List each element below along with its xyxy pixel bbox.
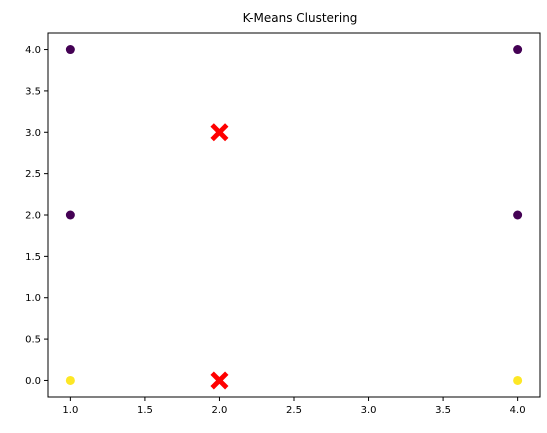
chart-title: K-Means Clustering bbox=[243, 11, 358, 25]
centroid-marker bbox=[210, 371, 229, 390]
data-point bbox=[513, 45, 523, 55]
data-point bbox=[513, 375, 523, 385]
x-tick-label: 3.0 bbox=[361, 405, 377, 416]
y-tick-label: 1.5 bbox=[25, 252, 41, 263]
data-marks bbox=[65, 45, 523, 390]
y-tick-label: 1.0 bbox=[25, 293, 41, 304]
axis-ticks: 1.0 1.5 2.0 2.5 3.0 3.5 4.0 0.0 0.5 1.0 1.5 2.0 2.5 3… bbox=[25, 45, 525, 416]
y-tick-label: 3.5 bbox=[25, 86, 41, 97]
x-tick-label: 1.5 bbox=[137, 405, 153, 416]
x-tick-label: 1.0 bbox=[62, 405, 78, 416]
x-tick-label: 3.5 bbox=[435, 405, 451, 416]
x-tick-label: 2.5 bbox=[286, 405, 302, 416]
data-point bbox=[65, 210, 75, 220]
data-point bbox=[65, 375, 75, 385]
y-tick-label: 3.0 bbox=[25, 128, 41, 139]
centroid-marker bbox=[210, 123, 229, 142]
y-tick-label: 4.0 bbox=[25, 45, 41, 56]
data-point bbox=[513, 210, 523, 220]
plot-frame bbox=[47, 32, 541, 398]
y-tick-label: 2.0 bbox=[25, 211, 41, 222]
y-tick-label: 2.5 bbox=[25, 169, 41, 180]
x-tick-label: 2.0 bbox=[212, 405, 228, 416]
data-point bbox=[65, 45, 75, 55]
x-tick-label: 4.0 bbox=[510, 405, 526, 416]
y-tick-label: 0.5 bbox=[25, 335, 41, 346]
y-tick-label: 0.0 bbox=[25, 376, 41, 387]
